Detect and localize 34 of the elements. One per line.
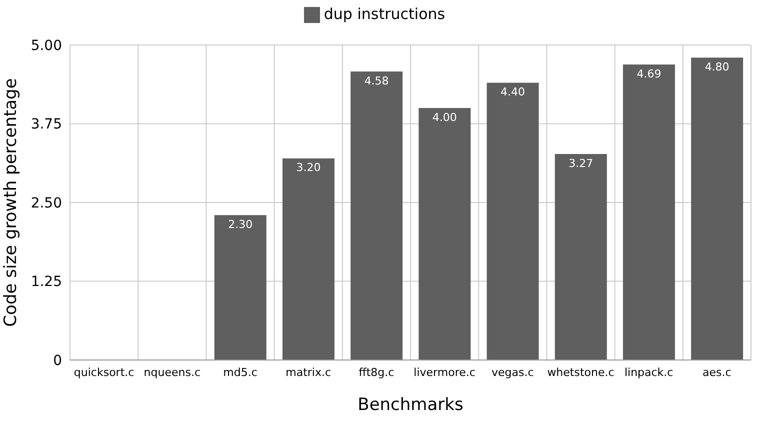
data-label: 4.69 bbox=[636, 67, 662, 80]
x-tick-label: matrix.c bbox=[286, 366, 332, 379]
x-tick-label: fft8g.c bbox=[358, 366, 394, 379]
data-label: 3.20 bbox=[296, 161, 321, 174]
bar bbox=[622, 64, 675, 360]
bar bbox=[554, 154, 607, 360]
bar bbox=[350, 71, 403, 360]
x-tick-label: vegas.c bbox=[492, 366, 534, 379]
x-tick-label: livermore.c bbox=[414, 366, 476, 379]
y-tick-label: 5.00 bbox=[30, 38, 62, 54]
y-axis-title: Code size growth percentage bbox=[1, 78, 22, 327]
x-tick-label: nqueens.c bbox=[144, 366, 201, 379]
x-tick-label: aes.c bbox=[702, 366, 732, 379]
data-label: 4.40 bbox=[500, 86, 526, 99]
bar bbox=[486, 82, 539, 360]
bar bbox=[214, 215, 266, 360]
data-label: 2.30 bbox=[228, 218, 253, 231]
x-tick-label: linpack.c bbox=[624, 366, 674, 379]
y-tick-label: 2.50 bbox=[30, 195, 62, 212]
data-label: 4.80 bbox=[704, 60, 730, 74]
bar bbox=[691, 58, 744, 360]
bar bbox=[282, 158, 334, 360]
x-tick-label: quicksort.c bbox=[74, 366, 134, 379]
y-tick-label: 0 bbox=[53, 352, 62, 369]
y-tick-label: 3.75 bbox=[30, 116, 62, 133]
legend-label: dup instructions bbox=[324, 5, 446, 23]
x-tick-label: md5.c bbox=[223, 366, 258, 379]
x-tick-label: whetstone.c bbox=[547, 366, 614, 379]
data-label: 3.27 bbox=[568, 156, 594, 170]
data-label: 4.58 bbox=[364, 74, 389, 88]
bar bbox=[418, 108, 471, 360]
data-label: 4.00 bbox=[432, 110, 457, 124]
y-tick-label: 1.25 bbox=[30, 274, 62, 290]
x-axis-title: Benchmarks bbox=[358, 395, 464, 415]
